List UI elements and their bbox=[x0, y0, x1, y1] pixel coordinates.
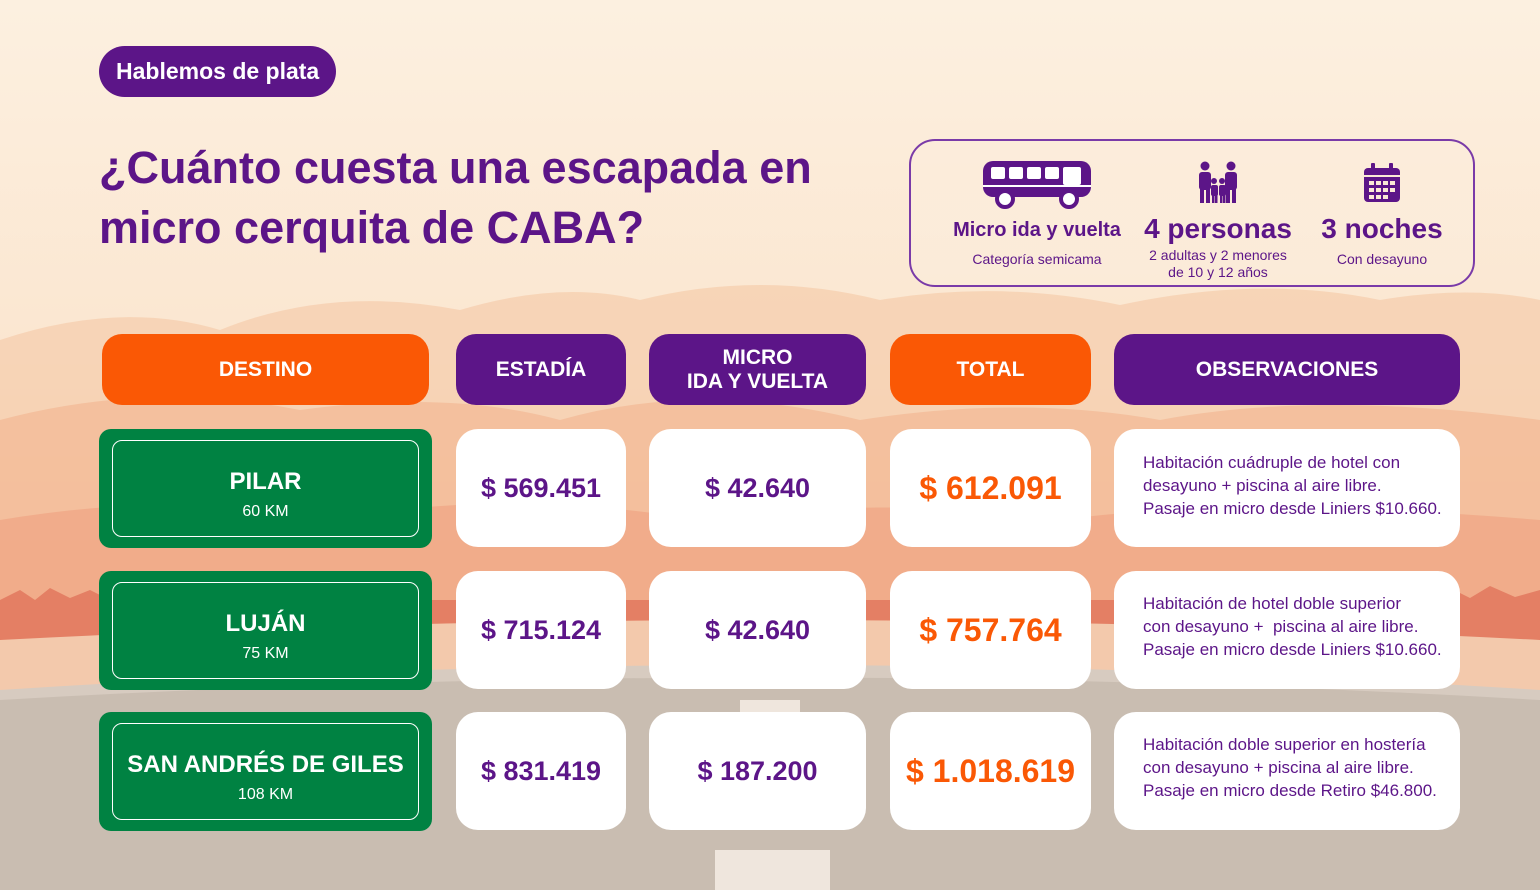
total-cell: $ 612.091 bbox=[890, 429, 1091, 547]
info-people-sub-1: 2 adultas y 2 menores bbox=[1149, 247, 1287, 263]
observaciones-cell: Habitación de hotel doble superior con d… bbox=[1114, 571, 1460, 689]
obs-line: con desayuno + piscina al aire libre. bbox=[1143, 758, 1414, 777]
info-nights-sub: Con desayuno bbox=[1336, 251, 1428, 267]
family-icon bbox=[1199, 161, 1237, 203]
total-cell: $ 757.764 bbox=[890, 571, 1091, 689]
obs-line: Habitación cuádruple de hotel con bbox=[1143, 453, 1401, 472]
destination-distance: 108 KM bbox=[237, 786, 294, 803]
calendar-icon bbox=[1364, 163, 1400, 202]
info-nights-main: 3 noches bbox=[1321, 213, 1443, 244]
micro-cell: $ 42.640 bbox=[649, 571, 866, 689]
trip-info-box: Micro ida y vuelta Categoría semicama 4 … bbox=[909, 139, 1475, 287]
info-people-sub-2: de 10 y 12 años bbox=[1168, 264, 1268, 280]
destination-sign-pilar: PILAR 60 KM bbox=[99, 429, 432, 548]
destination-name: LUJÁN bbox=[225, 610, 306, 637]
bus-icon bbox=[983, 161, 1091, 209]
micro-cell: $ 187.200 bbox=[649, 712, 866, 830]
obs-line: con desayuno + piscina al aire libre. bbox=[1143, 617, 1419, 636]
header-micro-line-1: MICRO bbox=[722, 345, 793, 369]
estadia-cell: $ 831.419 bbox=[456, 712, 626, 830]
page-title: ¿Cuánto cuesta una escapada en micro cer… bbox=[99, 138, 899, 258]
header-total: TOTAL bbox=[890, 334, 1091, 405]
info-bus-sub: Categoría semicama bbox=[972, 251, 1102, 267]
obs-line: Habitación de hotel doble superior bbox=[1143, 594, 1402, 613]
total-cell: $ 1.018.619 bbox=[890, 712, 1091, 830]
info-bus-main: Micro ida y vuelta bbox=[953, 219, 1121, 241]
estadia-cell: $ 715.124 bbox=[456, 571, 626, 689]
destination-sign-lujan: LUJÁN 75 KM bbox=[99, 571, 432, 690]
title-line-1: ¿Cuánto cuesta una escapada en bbox=[99, 142, 812, 193]
header-estadia: ESTADÍA bbox=[456, 334, 626, 405]
destination-distance: 60 KM bbox=[242, 503, 289, 520]
obs-line: desayuno + piscina al aire libre. bbox=[1143, 476, 1382, 495]
obs-line: Pasaje en micro desde Liniers $10.660. bbox=[1143, 499, 1442, 518]
info-people-main: 4 personas bbox=[1144, 213, 1292, 244]
destination-name: PILAR bbox=[229, 468, 302, 495]
obs-line: Habitación doble superior en hostería bbox=[1143, 735, 1426, 754]
obs-line: Pasaje en micro desde Liniers $10.660. bbox=[1143, 640, 1442, 659]
estadia-cell: $ 569.451 bbox=[456, 429, 626, 547]
destination-distance: 75 KM bbox=[242, 645, 289, 662]
micro-cell: $ 42.640 bbox=[649, 429, 866, 547]
title-line-2: micro cerquita de CABA? bbox=[99, 202, 645, 253]
header-micro: MICRO IDA Y VUELTA bbox=[649, 334, 866, 405]
section-tag: Hablemos de plata bbox=[99, 46, 337, 97]
header-micro-line-2: IDA Y VUELTA bbox=[686, 369, 829, 393]
header-observaciones: OBSERVACIONES bbox=[1114, 334, 1460, 405]
destination-name: SAN ANDRÉS DE GILES bbox=[127, 751, 404, 778]
destination-sign-san-andres-de-giles: SAN ANDRÉS DE GILES 108 KM bbox=[99, 712, 432, 831]
header-destino: DESTINO bbox=[102, 334, 429, 405]
obs-line: Pasaje en micro desde Retiro $46.800. bbox=[1143, 781, 1437, 800]
observaciones-cell: Habitación doble superior en hostería co… bbox=[1114, 712, 1460, 830]
observaciones-cell: Habitación cuádruple de hotel con desayu… bbox=[1114, 429, 1460, 547]
